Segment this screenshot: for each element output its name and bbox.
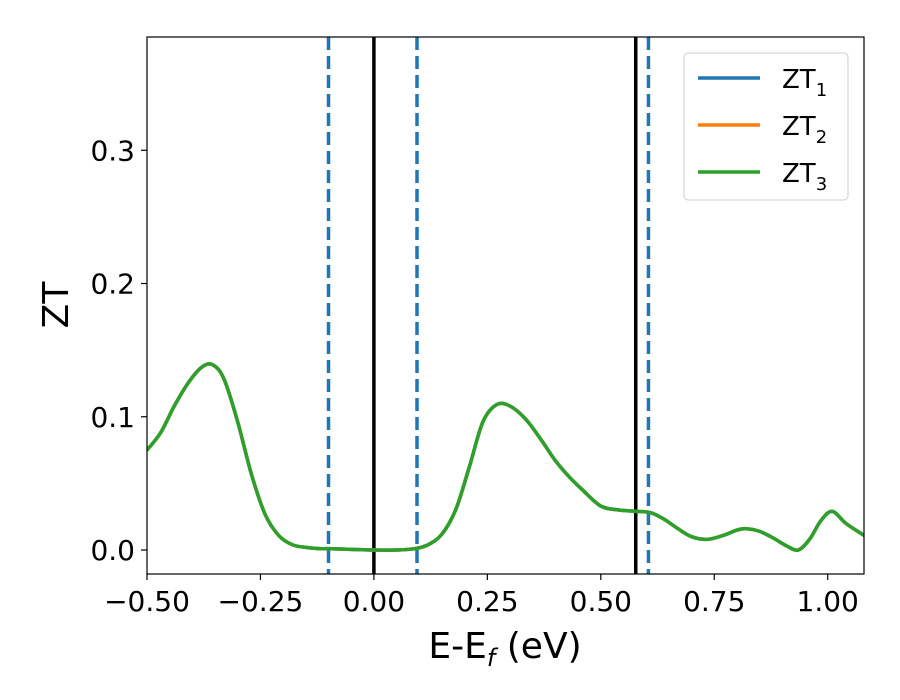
x-tick-label-5: 0.75	[683, 585, 745, 618]
y-tick-label-3: 0.3	[90, 134, 135, 167]
legend-box	[683, 52, 849, 201]
x-axis-title-unit: (eV)	[495, 626, 581, 667]
y-tick-label-0: 0.0	[90, 534, 135, 567]
x-axis-ticks: −0.50 −0.25 0.00 0.25 0.50 0.75 1.00	[104, 574, 859, 618]
y-tick-label-2: 0.2	[90, 268, 135, 301]
y-tick-label-1: 0.1	[90, 401, 135, 434]
y-axis-ticks: 0.0 0.1 0.2 0.3	[90, 134, 147, 567]
x-tick-label-2: 0.00	[343, 585, 405, 618]
series-line-3	[147, 362, 864, 552]
legend: ZT1 ZT2 ZT3	[683, 52, 849, 201]
legend-label-1: ZT1	[782, 65, 827, 101]
series-lines	[147, 362, 864, 552]
x-tick-label-6: 1.00	[797, 585, 859, 618]
plot-frame	[146, 36, 865, 575]
x-tick-label-4: 0.50	[570, 585, 632, 618]
legend-items: ZT1 ZT2 ZT3	[698, 65, 827, 195]
y-axis-title: ZT	[36, 281, 77, 329]
legend-label-2: ZT2	[782, 112, 827, 148]
x-tick-label-1: −0.25	[218, 585, 304, 618]
x-axis-title: E-Ef (eV)	[428, 626, 581, 672]
x-tick-label-3: 0.25	[456, 585, 518, 618]
x-axis-title-main: E-E	[428, 626, 486, 667]
vertical-markers	[326, 37, 651, 574]
legend-label-3: ZT3	[782, 159, 827, 195]
x-tick-label-0: −0.50	[104, 585, 190, 618]
